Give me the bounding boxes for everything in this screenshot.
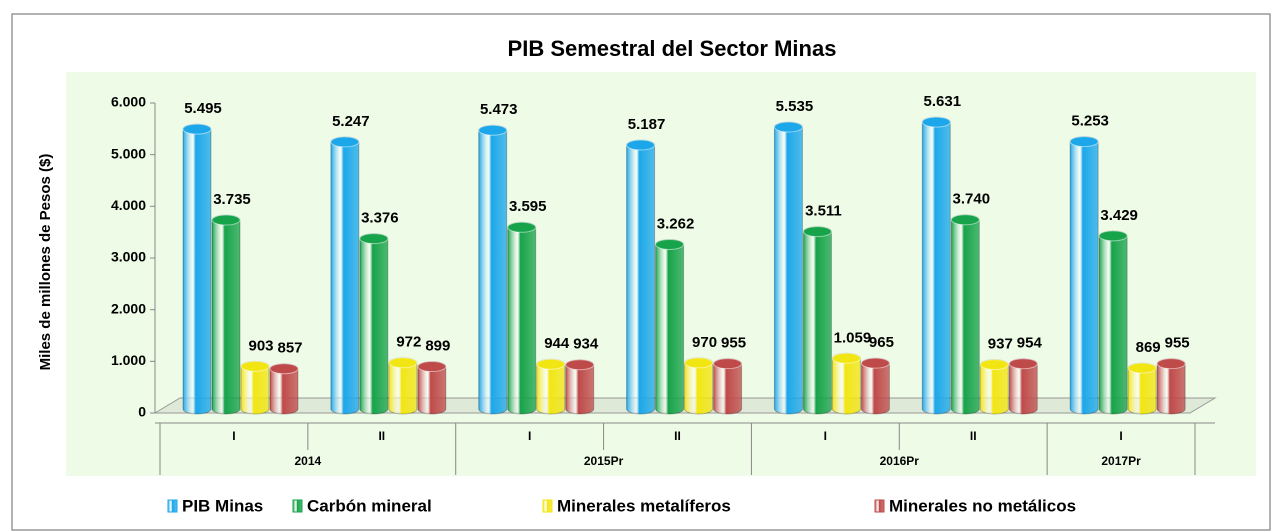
bar: [655, 238, 685, 415]
data-label: 970: [692, 334, 717, 351]
bar-top: [507, 221, 537, 233]
data-label: 937: [988, 336, 1013, 353]
y-tick-label: 0: [138, 404, 146, 420]
data-label: 954: [1017, 335, 1043, 352]
bar: [1098, 230, 1128, 415]
data-label: 5.495: [184, 100, 222, 117]
data-label: 955: [1165, 335, 1190, 352]
bar-top: [921, 116, 951, 128]
legend-label: Minerales metalíferos: [557, 496, 731, 515]
data-label: 3.735: [213, 191, 251, 208]
bar-top: [979, 359, 1009, 371]
bar: [359, 233, 389, 415]
data-label: 955: [721, 335, 746, 352]
data-label: 3.595: [509, 198, 547, 215]
legend-swatch: [292, 499, 303, 513]
bar-top: [1156, 358, 1186, 370]
y-tick-label: 5.000: [111, 145, 146, 161]
data-label: 899: [425, 338, 450, 355]
bar: [507, 221, 537, 415]
bar: [802, 226, 832, 415]
bar-top: [773, 121, 803, 133]
bar-top: [655, 238, 685, 250]
bar-top: [831, 352, 861, 364]
bar-top: [1098, 230, 1128, 242]
x-tick-label: I: [824, 429, 827, 443]
legend-swatch: [542, 499, 553, 513]
data-label: 5.631: [924, 93, 962, 110]
legend-label: Carbón mineral: [307, 496, 432, 515]
x-tick-label: I: [528, 429, 531, 443]
bar-top: [240, 360, 270, 372]
bar-top: [330, 136, 360, 148]
x-tick-label: II: [970, 429, 977, 443]
y-tick-label: 4.000: [111, 197, 146, 213]
data-label: 3.511: [805, 203, 842, 220]
bar-top: [802, 226, 832, 238]
bar-top: [565, 359, 595, 371]
bar-top: [211, 214, 241, 226]
data-label: 903: [248, 337, 273, 354]
data-label: 5.535: [776, 98, 814, 115]
data-label: 944: [544, 335, 570, 352]
legend-label: PIB Minas: [182, 496, 263, 515]
y-tick-label: 6.000: [111, 94, 146, 110]
data-label: 1.059: [834, 329, 872, 346]
data-label: 5.253: [1071, 113, 1109, 130]
y-tick-label: 2.000: [111, 300, 146, 316]
x-tick-label: II: [378, 429, 385, 443]
bar: [921, 116, 951, 415]
data-label: 5.247: [332, 113, 370, 130]
legend-label: Minerales no metálicos: [889, 496, 1076, 515]
bar: [478, 124, 508, 415]
data-label: 857: [277, 340, 302, 357]
y-axis-title: Miles de millones de Pesos ($): [37, 154, 54, 371]
data-label: 5.473: [480, 101, 518, 118]
bar-top: [1127, 362, 1157, 374]
data-label: 3.740: [953, 191, 991, 208]
bar-top: [536, 358, 566, 370]
bar-top: [950, 214, 980, 226]
y-tick-label: 1.000: [111, 352, 146, 368]
x-tick-label: II: [674, 429, 681, 443]
bar-top: [359, 233, 389, 245]
x-tick-label: I: [1119, 429, 1122, 443]
data-label: 3.376: [361, 210, 399, 227]
group-label: 2014: [295, 454, 322, 468]
bar-top: [860, 357, 890, 369]
legend-swatch: [167, 499, 178, 513]
bar-top: [182, 123, 212, 135]
bar: [773, 121, 803, 415]
bar-top: [269, 363, 299, 375]
bar: [950, 214, 980, 415]
bar: [1069, 136, 1099, 415]
data-label: 972: [396, 334, 421, 351]
data-label: 934: [573, 336, 599, 353]
bar: [211, 214, 241, 415]
data-label: 3.262: [657, 215, 695, 232]
bar: [182, 123, 212, 415]
bar-top: [684, 357, 714, 369]
data-label: 869: [1136, 339, 1161, 356]
data-label: 965: [869, 334, 894, 351]
bar-top: [388, 357, 418, 369]
bar: [626, 139, 656, 415]
bar-top: [1008, 358, 1038, 370]
data-label: 5.187: [628, 116, 666, 133]
bar-top: [1069, 136, 1099, 148]
legend-swatch: [874, 499, 885, 513]
bar-top: [626, 139, 656, 151]
group-label: 2016Pr: [880, 454, 920, 468]
bar-top: [713, 358, 743, 370]
chart-title: PIB Semestral del Sector Minas: [508, 36, 837, 61]
bar-top: [417, 361, 447, 373]
y-tick-label: 3.000: [111, 249, 146, 265]
bar: [330, 136, 360, 415]
x-tick-label: I: [232, 429, 235, 443]
group-label: 2017Pr: [1101, 454, 1141, 468]
group-label: 2015Pr: [584, 454, 624, 468]
data-label: 3.429: [1100, 207, 1138, 224]
bar-top: [478, 124, 508, 136]
